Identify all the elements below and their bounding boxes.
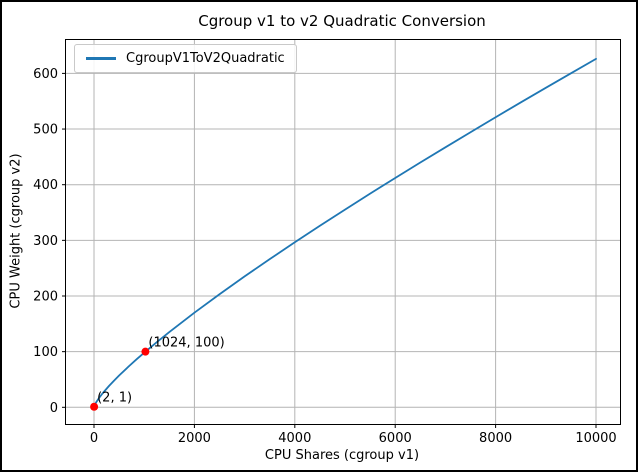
data-point-marker — [90, 402, 99, 411]
y-tick-label: 500 — [33, 123, 58, 138]
point-annotation: (2, 1) — [97, 391, 132, 406]
plot-area: 0 2000 4000 6000 8000 10000 0 100 200 300 400 500 60… — [33, 39, 621, 446]
x-tick-label: 0 — [90, 431, 98, 446]
x-tick-label: 8000 — [479, 431, 512, 446]
y-tick-label: 100 — [33, 345, 58, 360]
x-axis-label: CPU Shares (cgroup v1) — [264, 448, 420, 463]
y-tick-label: 400 — [33, 178, 58, 193]
y-tick-label: 200 — [33, 290, 58, 305]
y-tick-label: 0 — [50, 401, 58, 416]
plot-canvas: 0 2000 4000 6000 8000 10000 0 100 200 300 400 500 60… — [33, 40, 620, 446]
chart-title: Cgroup v1 to v2 Quadratic Conversion — [198, 12, 486, 30]
point-annotation: (1024, 100) — [148, 336, 224, 351]
x-tick-label: 10000 — [575, 431, 616, 446]
series-line — [93, 57, 597, 408]
y-tick-label: 600 — [33, 67, 58, 82]
x-tick-label: 4000 — [278, 431, 311, 446]
x-tick-label: 6000 — [379, 431, 412, 446]
legend-line-sample-icon — [86, 57, 116, 60]
legend: CgroupV1ToV2Quadratic — [74, 44, 297, 73]
y-axis-label: CPU Weight (cgroup v2) — [8, 153, 24, 309]
legend-label: CgroupV1ToV2Quadratic — [126, 51, 285, 66]
y-tick-label: 300 — [33, 234, 58, 249]
x-tick-label: 2000 — [178, 431, 211, 446]
data-point-marker — [141, 347, 150, 356]
